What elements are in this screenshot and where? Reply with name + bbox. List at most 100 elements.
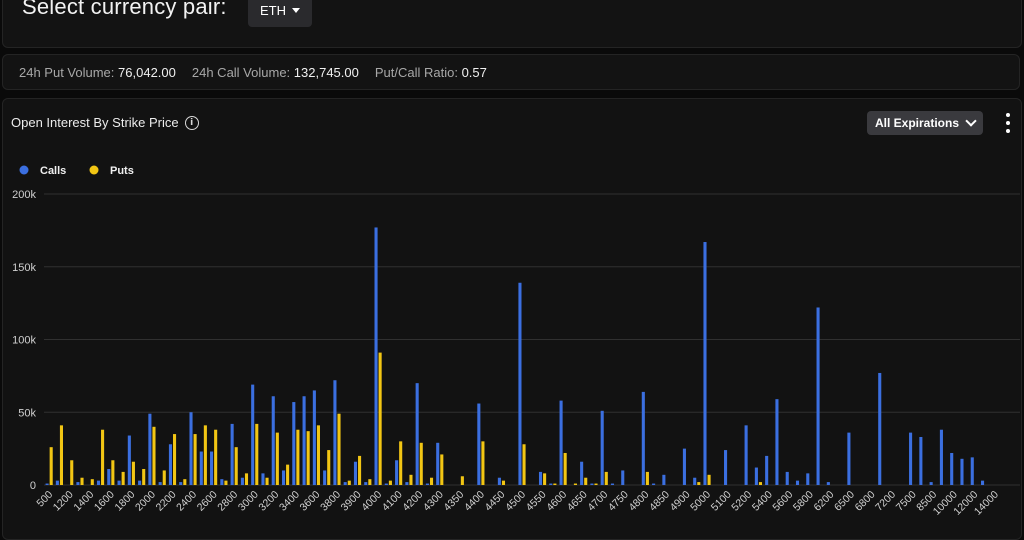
call-bar xyxy=(662,474,666,485)
put-bar xyxy=(460,476,464,485)
call-bar xyxy=(292,402,296,485)
x-tick-label: 4850 xyxy=(647,489,672,514)
call-bar xyxy=(724,450,728,485)
put-bar xyxy=(388,480,392,485)
x-tick-label: 4600 xyxy=(544,489,569,514)
call-bar xyxy=(878,372,882,485)
call-bar xyxy=(302,396,306,485)
put-bar xyxy=(368,479,372,485)
put-bar xyxy=(131,461,135,485)
call-bar xyxy=(158,482,162,485)
x-tick-label: 5400 xyxy=(750,489,775,514)
call-bar xyxy=(138,480,142,485)
put-bar xyxy=(594,483,598,485)
currency-pair-dropdown[interactable]: ETH xyxy=(248,0,312,27)
put-volume-label: 24h Put Volume: xyxy=(19,64,115,80)
call-bar xyxy=(600,410,604,485)
x-tick-label: 5600 xyxy=(770,489,795,514)
x-tick-label: 2800 xyxy=(215,489,240,514)
call-bar xyxy=(343,482,347,485)
call-bar xyxy=(240,477,244,485)
put-bar xyxy=(501,480,506,485)
put-bar xyxy=(121,471,125,485)
call-bar xyxy=(364,482,368,485)
call-bar xyxy=(425,483,429,485)
x-tick-label: 4800 xyxy=(626,489,651,514)
call-bar xyxy=(96,480,101,485)
legend-marker xyxy=(89,165,99,175)
x-tick-label: 4200 xyxy=(400,489,425,514)
put-bar xyxy=(172,434,177,485)
put-bar xyxy=(142,468,146,485)
x-tick-label: 3900 xyxy=(339,489,364,514)
x-tick-label: 6200 xyxy=(812,489,837,514)
x-tick-label: 3000 xyxy=(236,489,261,514)
currency-pair-panel xyxy=(2,0,1022,48)
put-call-ratio-label: Put/Call Ratio: xyxy=(374,64,458,80)
y-tick-label: 100k xyxy=(12,335,36,347)
call-volume-value: 132,745.00 xyxy=(293,64,359,80)
put-bar xyxy=(758,482,763,485)
more-options-icon[interactable] xyxy=(1002,113,1014,133)
call-bar xyxy=(703,242,707,485)
call-bar xyxy=(199,451,203,485)
call-bar xyxy=(590,483,594,485)
call-bar xyxy=(518,282,522,485)
call-bar xyxy=(405,482,409,485)
call-bar xyxy=(127,435,131,485)
put-bar xyxy=(429,477,434,485)
call-bar xyxy=(610,483,615,485)
call-bar xyxy=(754,467,758,485)
y-tick-label: 150k xyxy=(12,262,36,274)
put-bar xyxy=(399,441,403,485)
x-tick-label: 4300 xyxy=(421,489,446,514)
call-bar xyxy=(374,227,378,485)
put-bar xyxy=(347,480,351,485)
put-bar xyxy=(80,477,84,485)
call-bar xyxy=(980,480,985,485)
expiration-dropdown[interactable]: All Expirations xyxy=(867,111,983,135)
put-bar xyxy=(543,473,547,485)
call-bar xyxy=(220,479,224,485)
call-bar xyxy=(189,412,193,485)
call-bar xyxy=(826,482,830,485)
put-bar xyxy=(573,483,577,485)
put-bar xyxy=(183,479,187,485)
info-icon[interactable]: i xyxy=(184,115,199,130)
x-tick-label: 1200 xyxy=(51,489,76,514)
put-call-ratio-stat: Put/Call Ratio: 0.57 xyxy=(375,65,487,80)
put-bar xyxy=(265,477,269,485)
put-bar xyxy=(378,352,382,485)
call-bar xyxy=(117,480,121,485)
x-tick-label: 4400 xyxy=(462,489,487,514)
call-bar xyxy=(497,477,501,485)
put-volume-stat: 24h Put Volume: 76,042.00 xyxy=(19,65,176,80)
call-bar xyxy=(251,384,255,485)
x-tick-label: 1600 xyxy=(92,489,117,514)
call-bar xyxy=(395,460,399,485)
x-tick-label: 7200 xyxy=(873,489,898,514)
call-bar xyxy=(765,455,769,485)
x-tick-label: 5200 xyxy=(729,489,754,514)
y-tick-label: 200k xyxy=(12,189,36,201)
x-tick-label: 4450 xyxy=(483,489,508,514)
put-bar xyxy=(645,471,649,485)
put-bar xyxy=(203,425,207,485)
x-tick-label: 4100 xyxy=(380,489,405,514)
put-bar xyxy=(244,473,249,485)
x-tick-label: 2400 xyxy=(174,489,199,514)
call-bar xyxy=(559,400,563,485)
x-tick-label: 4000 xyxy=(359,489,384,514)
caret-down-icon xyxy=(292,8,300,13)
y-tick-label: 50k xyxy=(18,407,36,419)
x-tick-label: 5100 xyxy=(709,489,734,514)
call-bar xyxy=(775,399,779,485)
x-tick-label: 1400 xyxy=(71,489,96,514)
call-bar xyxy=(76,482,80,485)
call-bar xyxy=(312,390,316,485)
call-bar xyxy=(415,383,419,485)
call-bar xyxy=(641,391,645,485)
call-bar xyxy=(55,480,59,485)
legend-label: Calls xyxy=(40,165,66,177)
call-bar xyxy=(621,470,625,485)
